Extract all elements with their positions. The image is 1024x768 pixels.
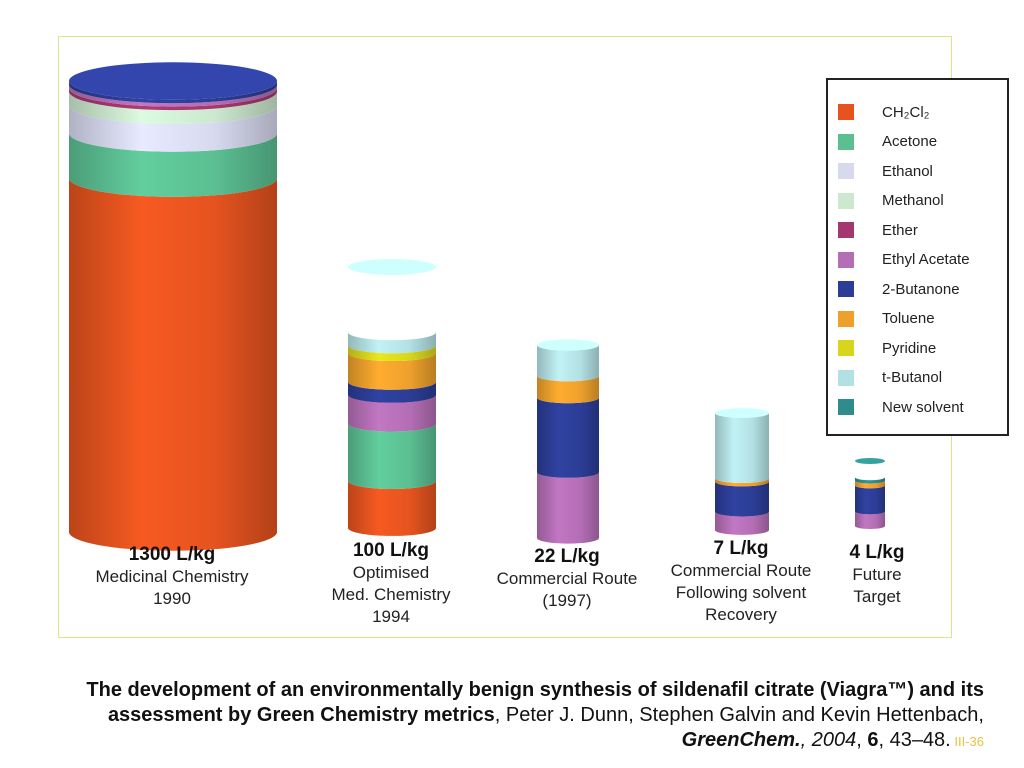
bar-segment-0-5: [69, 84, 277, 107]
legend-label: Pyridine: [882, 339, 937, 357]
category-label-line: (1997): [542, 591, 592, 610]
legend-swatch: [838, 399, 854, 415]
legend-swatch: [838, 340, 854, 356]
legend-swatch: [838, 133, 854, 150]
caption-journal: GreenChem.: [681, 729, 801, 751]
legend-label: t-Butanol: [882, 369, 943, 386]
category-label-line: Commercial Route: [670, 561, 812, 580]
legend-swatch: [838, 104, 854, 120]
legend-swatch: [838, 163, 854, 179]
bar-segment-1-0: [348, 481, 436, 536]
legend-swatch: [838, 251, 854, 268]
caption-title: The development of an environmentally be…: [86, 679, 984, 726]
bar-segment-3-9: [715, 413, 769, 484]
caption-pages: , 43–48.: [878, 729, 951, 751]
legend-item: Ethyl Acetate: [838, 250, 970, 270]
legend: CH₂Cl₂ Acetone Ethanol Methanol Ether Ethyl A…: [826, 78, 1009, 436]
category-label-line: Future: [852, 565, 902, 584]
bar-segment-0-6: [69, 81, 277, 104]
legend-item: Ethanol: [838, 161, 933, 181]
bar-top-cap-1: [348, 259, 436, 275]
bar-segment-4-6: [855, 485, 885, 515]
legend-swatch: [838, 310, 854, 327]
caption-year: , 2004: [800, 729, 857, 751]
legend-item: 2-Butanone: [838, 279, 960, 299]
bar-segment-4-7: [855, 480, 885, 489]
bar-segment-1-1: [348, 423, 436, 489]
category-label: 100 L/kg Optimised Med. Chemistry 1994: [291, 540, 491, 628]
category-label-line: Commercial Route: [496, 569, 638, 588]
bar-segment-0-4: [69, 87, 277, 111]
bar-segment-2-5: [537, 472, 599, 544]
bar-top-cap-0: [69, 62, 277, 100]
category-label: 1300 L/kg Medicinal Chemistry 1990: [72, 544, 272, 610]
category-value-label: 100 L/kg: [352, 540, 430, 561]
legend-item: Toluene: [838, 309, 935, 329]
stacked-cylinder-chart: [69, 62, 885, 551]
bar-top-cap-3: [715, 408, 769, 418]
bar-segment-0-1: [69, 133, 277, 197]
category-label-line: Med. Chemistry: [331, 585, 451, 604]
category-label-line: 1990: [153, 589, 191, 608]
bar-segment-0-0: [69, 178, 277, 551]
category-label-line: 1994: [372, 607, 410, 626]
legend-item: New solvent: [838, 397, 964, 417]
category-label-line: Medicinal Chemistry: [95, 567, 249, 586]
citation-caption: The development of an environmentally be…: [40, 678, 984, 754]
legend-label: Ether: [882, 221, 918, 239]
legend-label: Methanol: [882, 192, 944, 209]
caption-volume: 6: [867, 729, 879, 751]
legend-label: Ethanol: [882, 162, 933, 180]
legend-item: CH₂Cl₂: [838, 102, 929, 122]
legend-swatch: [838, 192, 854, 209]
category-label-line: Recovery: [705, 605, 777, 624]
category-label-line: Following solvent: [675, 583, 807, 602]
category-value-label: 7 L/kg: [713, 538, 769, 559]
bar-segment-2-7: [537, 375, 599, 404]
bar-segment-1-9: [348, 332, 436, 354]
bar-segment-2-6: [537, 397, 599, 478]
bar-segment-0-2: [69, 105, 277, 152]
bar-segment-1-7: [348, 353, 436, 390]
figure-frame: CH₂Cl₂ Acetone Ethanol Methanol Ether Ethyl A…: [58, 36, 1009, 638]
legend-swatch: [838, 369, 854, 386]
bar-segment-4-5: [855, 511, 885, 529]
category-label: 4 L/kg Future Target: [777, 542, 977, 608]
bar-segment-1-8: [348, 345, 436, 362]
legend-label: 2-Butanone: [882, 280, 960, 298]
category-label-line: Target: [853, 587, 901, 606]
legend-label: Ethyl Acetate: [882, 251, 970, 268]
legend-item: Ether: [838, 220, 918, 240]
bar-segment-4-10: [855, 477, 885, 484]
legend-label: Acetone: [882, 133, 938, 150]
legend-item: Methanol: [838, 191, 944, 211]
legend-swatch: [838, 281, 854, 297]
bar-segment-1-6: [348, 381, 436, 403]
legend-item: t-Butanol: [838, 368, 942, 388]
bar-top-cap-4: [855, 458, 885, 464]
category-label: 22 L/kg Commercial Route (1997): [467, 546, 667, 612]
legend-item: Acetone: [838, 132, 937, 152]
legend-label: CH₂Cl₂: [882, 103, 930, 121]
category-value-label: 1300 L/kg: [128, 544, 216, 565]
bar-segment-1-5: [348, 394, 436, 432]
bar-segment-2-9: [537, 345, 599, 382]
category-label: 7 L/kg Commercial Route Following solvent R…: [641, 538, 841, 626]
caption-sep: ,: [856, 729, 868, 751]
caption-authors: , Peter J. Dunn, Stephen Galvin and Kevi…: [494, 704, 984, 726]
bar-segment-3-6: [715, 481, 769, 517]
category-value-label: 22 L/kg: [534, 546, 600, 567]
bar-segment-3-7: [715, 478, 769, 487]
legend-label: New solvent: [882, 398, 964, 416]
bar-segment-3-5: [715, 511, 769, 535]
bar-top-cap-2: [537, 339, 599, 351]
category-label-line: Optimised: [352, 563, 430, 582]
category-value-label: 4 L/kg: [849, 542, 905, 563]
legend-label: Toluene: [882, 310, 935, 327]
legend-swatch: [838, 222, 854, 238]
slide-number: III-36: [950, 734, 984, 749]
bar-segment-0-3: [69, 91, 277, 125]
legend-item: Pyridine: [838, 338, 936, 358]
